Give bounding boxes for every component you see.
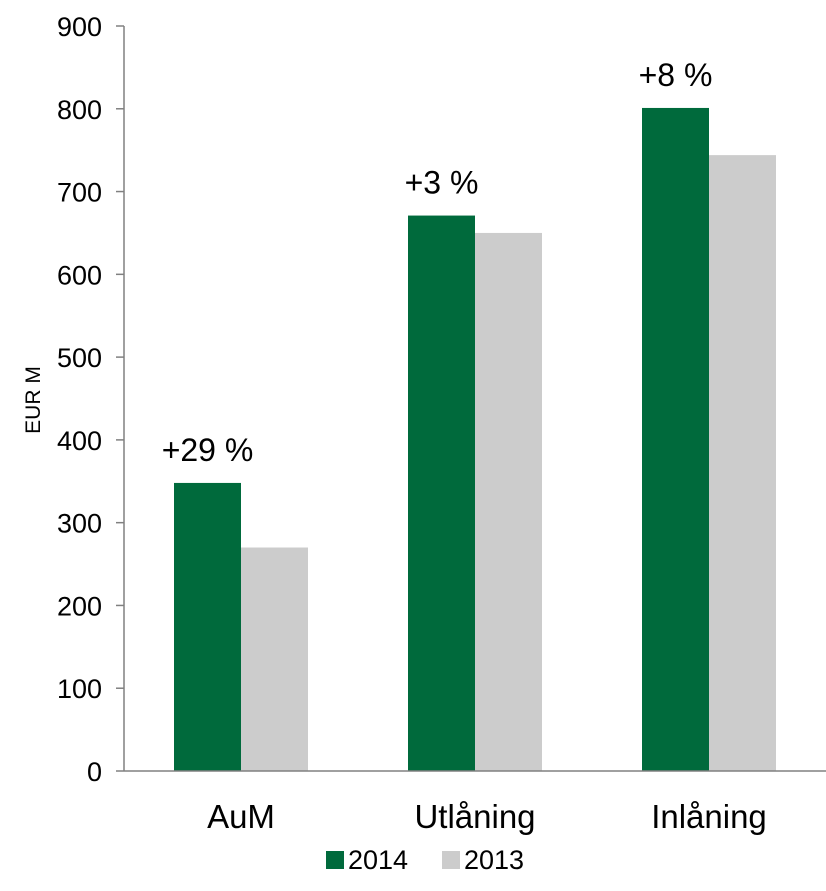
y-tick-label: 200 bbox=[57, 591, 102, 621]
bar-2014-3 bbox=[642, 107, 709, 771]
bar-annotation: +8 % bbox=[639, 57, 713, 93]
y-tick-label: 100 bbox=[57, 674, 102, 704]
bar-annotation: +3 % bbox=[405, 165, 479, 201]
bar-2013-3 bbox=[709, 155, 776, 772]
y-tick-label: 600 bbox=[57, 260, 102, 290]
legend-swatch-2014 bbox=[326, 851, 344, 869]
x-category-label: Utlåning bbox=[414, 798, 535, 835]
legend-label: 2013 bbox=[464, 845, 524, 875]
legend-label: 2014 bbox=[348, 845, 408, 875]
y-tick-label: 700 bbox=[57, 178, 102, 208]
y-tick-label: 400 bbox=[57, 426, 102, 456]
bar-2013-1 bbox=[241, 547, 308, 771]
x-axis-labels: AuM Utlåning Inlåning bbox=[207, 798, 767, 835]
y-tick-label: 500 bbox=[57, 343, 102, 373]
y-tick-label: 900 bbox=[57, 12, 102, 42]
bar-annotations: +29 % +3 % +8 % bbox=[162, 57, 713, 468]
legend-swatch-2013 bbox=[442, 851, 460, 869]
y-tick-label: 0 bbox=[87, 757, 102, 787]
y-tick-label: 300 bbox=[57, 509, 102, 539]
bar-annotation: +29 % bbox=[162, 432, 254, 468]
x-category-label: AuM bbox=[207, 798, 275, 835]
x-category-label: Inlåning bbox=[651, 798, 767, 835]
bars bbox=[174, 107, 776, 772]
bar-2014-2 bbox=[408, 215, 475, 772]
bar-2013-2 bbox=[475, 232, 542, 771]
axes bbox=[123, 26, 826, 772]
y-axis-ticks: 0 100 200 300 400 500 600 700 800 900 bbox=[57, 12, 124, 787]
bar-2014-1 bbox=[174, 482, 241, 771]
legend: 2014 2013 bbox=[326, 845, 524, 875]
y-axis-title: EUR M bbox=[22, 366, 45, 434]
y-tick-label: 800 bbox=[57, 95, 102, 125]
